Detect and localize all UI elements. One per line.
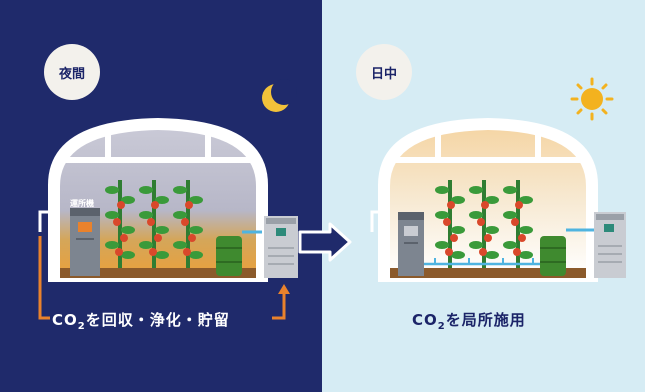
night-co2-device <box>70 208 100 276</box>
day-co2-device <box>398 212 424 276</box>
moon-icon <box>262 79 297 112</box>
day-plants <box>435 180 533 268</box>
night-device-label: 運所機 <box>70 199 94 208</box>
night-pipe <box>38 210 60 232</box>
night-greenhouse <box>48 118 268 282</box>
day-badge: 日中 <box>356 44 412 100</box>
night-badge-text: 夜間 <box>58 66 85 82</box>
day-caption: CO2を局所施用 <box>412 309 526 332</box>
day-tank <box>540 236 566 276</box>
day-caption-rest: を局所施用 <box>445 311 526 329</box>
night-plants <box>105 180 203 268</box>
day-pipe-nozzles <box>434 258 534 264</box>
night-flow-left <box>38 236 50 320</box>
night-outdoor-unit <box>264 216 298 278</box>
night-flow-right <box>272 292 286 320</box>
day-caption-co: CO <box>412 311 438 329</box>
night-caption-rest: を回収・浄化・貯留 <box>85 311 230 329</box>
night-caption: CO2を回収・浄化・貯留 <box>52 309 230 332</box>
arrow-right-icon <box>298 222 352 262</box>
day-pipe <box>370 210 390 232</box>
night-caption-sub: 2 <box>77 321 86 332</box>
night-badge: 夜間 <box>44 44 100 100</box>
night-tank <box>216 236 242 276</box>
day-outdoor-unit <box>594 212 626 278</box>
day-caption-sub: 2 <box>437 321 446 332</box>
night-flow-arrowhead <box>278 284 290 294</box>
sun-icon <box>570 77 614 121</box>
day-badge-text: 日中 <box>370 66 397 82</box>
night-caption-co: CO <box>52 311 78 329</box>
